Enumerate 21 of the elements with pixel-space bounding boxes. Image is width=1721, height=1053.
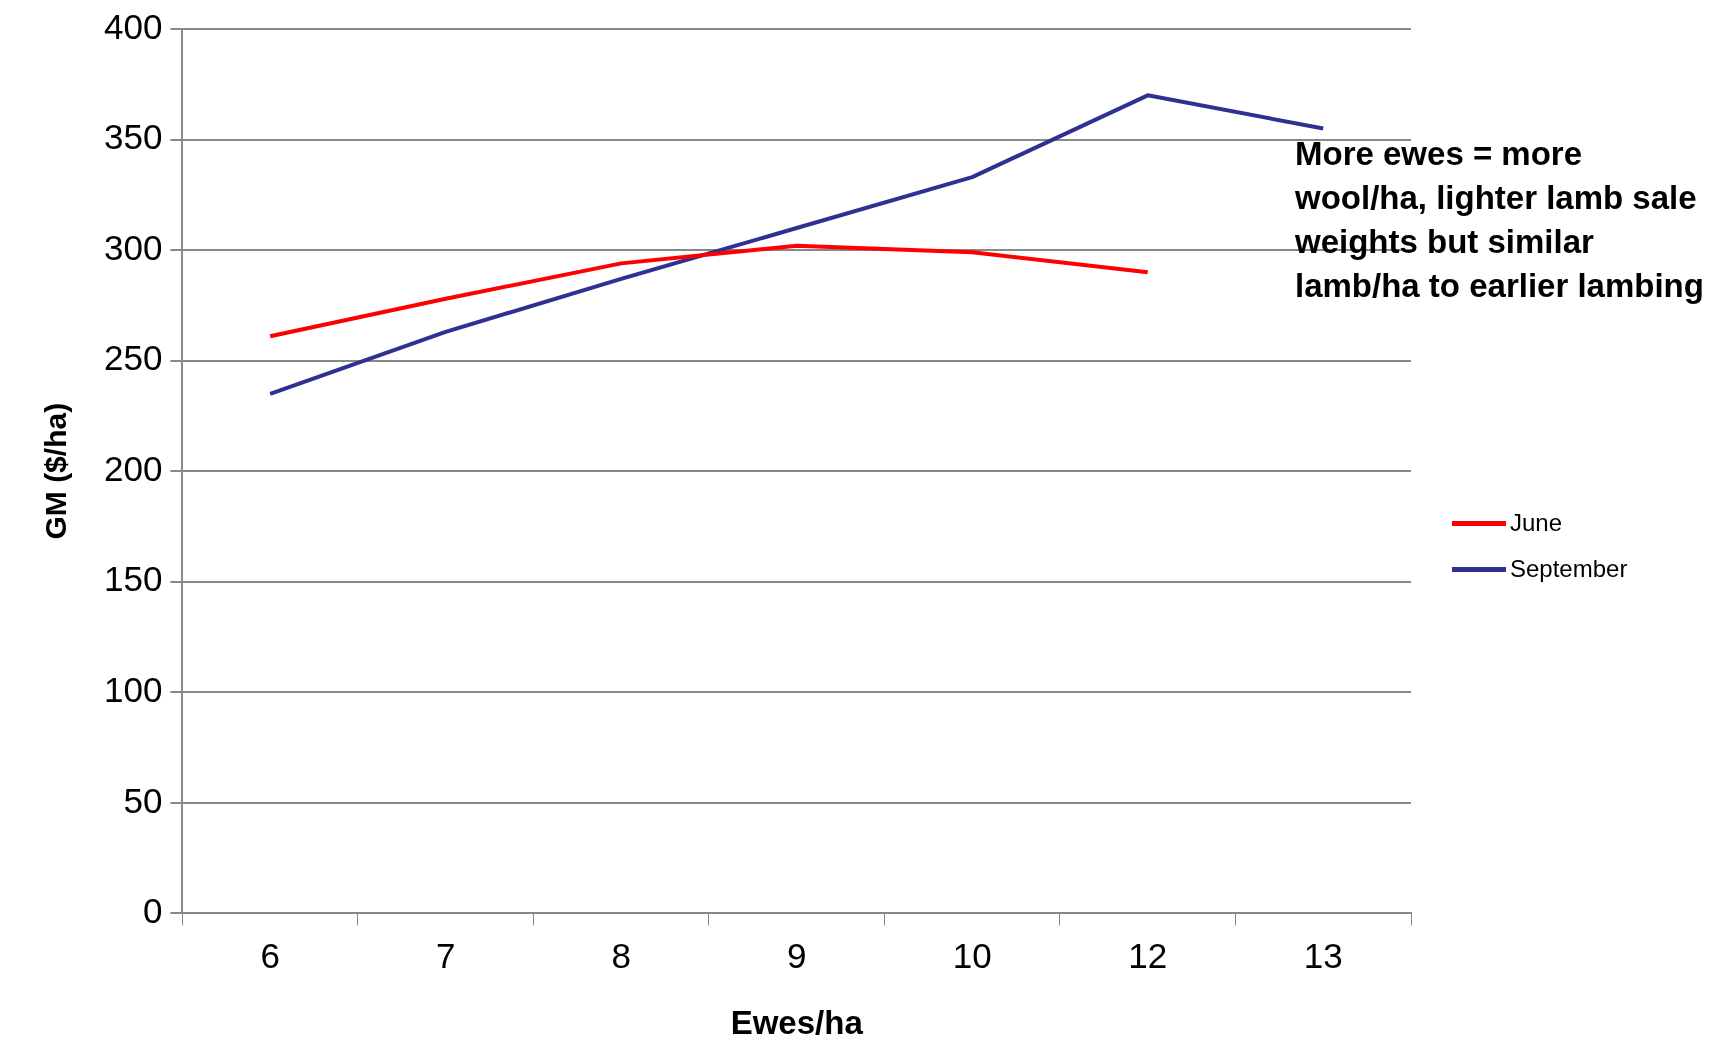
- y-tick-label: 250: [103, 338, 163, 378]
- x-tick-label: 10: [952, 936, 992, 976]
- y-tick-label: 150: [103, 559, 163, 599]
- y-tick-label: 0: [142, 891, 163, 931]
- x-tick-label: 9: [786, 936, 807, 976]
- y-tick-label: 350: [103, 117, 163, 157]
- legend-label: June: [1510, 509, 1563, 537]
- y-tick-label: 300: [103, 227, 163, 267]
- y-tick-label: 200: [103, 448, 163, 488]
- y-tick-label: 100: [103, 669, 163, 709]
- y-axis-title: GM ($/ha): [39, 402, 73, 540]
- x-tick-label: 8: [611, 936, 631, 976]
- x-axis-title: Ewes/ha: [730, 1004, 864, 1042]
- legend-label: September: [1510, 555, 1628, 583]
- y-tick-label: 400: [103, 6, 163, 46]
- x-tick-label: 6: [260, 936, 280, 976]
- annotation: More ewes = more wool/ha, lighter lamb sale weights but similar lamb/ha to earlier lambing: [1295, 134, 1705, 306]
- x-tick-label: 7: [435, 936, 456, 976]
- x-tick-label: 12: [1128, 936, 1168, 976]
- y-tick-label: 50: [123, 780, 163, 820]
- x-tick-label: 13: [1303, 936, 1343, 976]
